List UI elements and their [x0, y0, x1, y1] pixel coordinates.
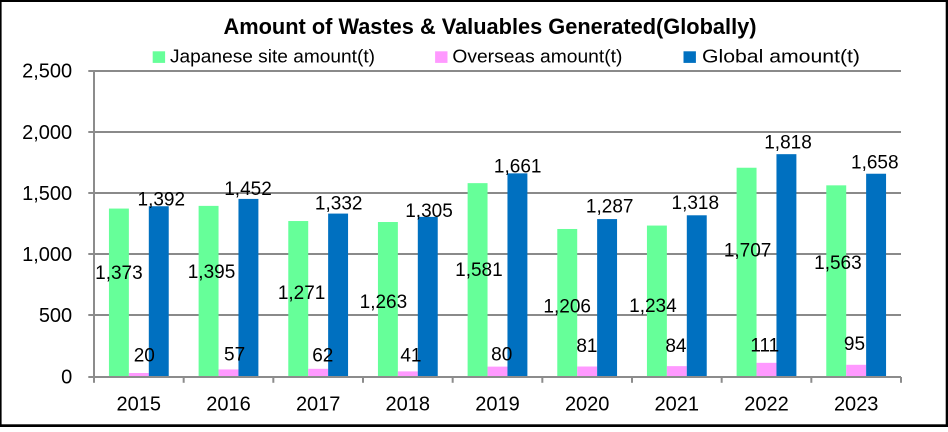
- svg-text:1,000: 1,000: [22, 244, 72, 266]
- svg-text:1,332: 1,332: [315, 194, 363, 215]
- svg-text:20: 20: [134, 345, 155, 366]
- svg-text:2016: 2016: [206, 394, 251, 416]
- svg-text:1,818: 1,818: [764, 132, 812, 153]
- svg-text:1,392: 1,392: [138, 190, 186, 211]
- svg-text:95: 95: [844, 334, 865, 355]
- svg-text:2018: 2018: [386, 394, 431, 416]
- svg-text:2020: 2020: [565, 394, 610, 416]
- svg-text:2023: 2023: [834, 394, 879, 416]
- svg-text:1,271: 1,271: [278, 283, 326, 304]
- svg-text:80: 80: [491, 344, 512, 365]
- svg-text:41: 41: [400, 345, 421, 366]
- svg-text:1,263: 1,263: [360, 292, 408, 313]
- svg-text:Amount of Wastes & Valuables G: Amount of Wastes & Valuables Generated(G…: [224, 14, 757, 39]
- svg-text:1,658: 1,658: [851, 153, 899, 174]
- svg-text:84: 84: [665, 336, 687, 357]
- svg-text:2022: 2022: [744, 394, 789, 416]
- svg-text:2021: 2021: [655, 394, 700, 416]
- svg-text:1,661: 1,661: [494, 157, 542, 178]
- svg-text:1,287: 1,287: [586, 197, 634, 218]
- svg-text:1,318: 1,318: [672, 193, 720, 214]
- svg-text:Overseas amount(t): Overseas amount(t): [452, 46, 622, 66]
- svg-text:1,373: 1,373: [95, 263, 143, 284]
- svg-text:2015: 2015: [117, 394, 162, 416]
- svg-text:Global amount(t): Global amount(t): [702, 46, 860, 66]
- svg-text:1,563: 1,563: [814, 253, 862, 274]
- svg-text:1,581: 1,581: [455, 260, 503, 281]
- svg-text:2017: 2017: [296, 394, 341, 416]
- svg-text:1,305: 1,305: [405, 201, 453, 222]
- svg-text:1,206: 1,206: [543, 296, 591, 317]
- svg-text:2,500: 2,500: [22, 61, 72, 83]
- svg-text:Japanese site amount(t): Japanese site amount(t): [170, 46, 375, 66]
- svg-text:500: 500: [39, 305, 72, 327]
- svg-text:1,707: 1,707: [724, 240, 772, 261]
- svg-text:0: 0: [61, 366, 72, 388]
- svg-text:1,234: 1,234: [629, 296, 677, 317]
- svg-text:62: 62: [312, 345, 333, 366]
- svg-text:57: 57: [224, 345, 245, 366]
- svg-text:111: 111: [750, 335, 779, 356]
- svg-text:1,395: 1,395: [188, 262, 236, 283]
- svg-text:81: 81: [576, 336, 597, 357]
- svg-text:2,000: 2,000: [22, 122, 72, 144]
- svg-text:1,500: 1,500: [22, 183, 72, 205]
- svg-text:2019: 2019: [475, 394, 520, 416]
- svg-text:1,452: 1,452: [224, 179, 272, 200]
